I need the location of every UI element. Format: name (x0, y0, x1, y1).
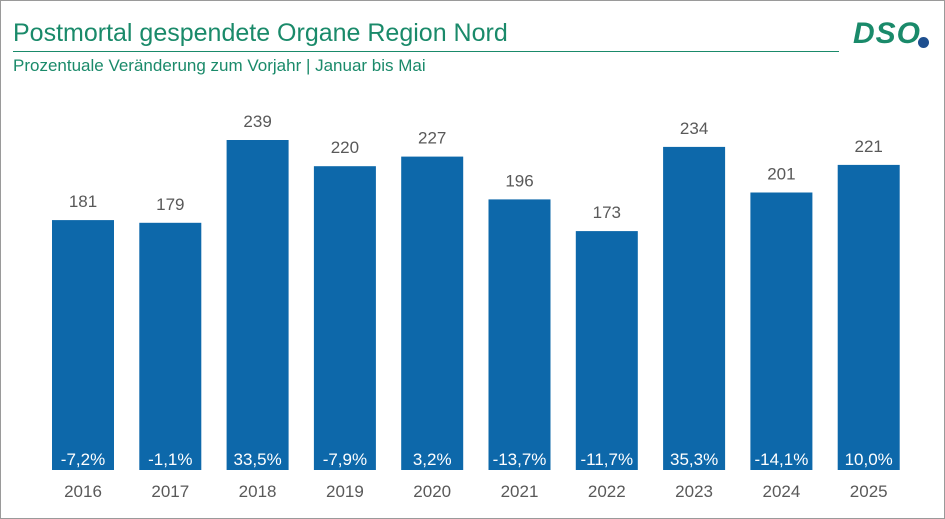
bar-2017 (139, 222, 202, 470)
x-tick-label-2025: 2025 (850, 482, 888, 501)
bar-2023 (663, 146, 726, 470)
x-tick-label-2023: 2023 (675, 482, 713, 501)
value-label-2022: 173 (593, 203, 621, 222)
change-label-2016: -7,2% (61, 450, 105, 469)
dso-logo: DSO (853, 17, 933, 55)
x-tick-label-2022: 2022 (588, 482, 626, 501)
x-tick-label-2019: 2019 (326, 482, 364, 501)
x-tick-label-2024: 2024 (762, 482, 800, 501)
bar-2021 (488, 199, 551, 470)
x-tick-label-2016: 2016 (64, 482, 102, 501)
value-label-2018: 239 (243, 112, 271, 131)
value-label-2017: 179 (156, 195, 184, 214)
change-label-2019: -7,9% (323, 450, 367, 469)
x-tick-label-2021: 2021 (501, 482, 539, 501)
bar-2024 (750, 192, 813, 470)
value-label-2016: 181 (69, 192, 97, 211)
change-label-2020: 3,2% (413, 450, 452, 469)
change-label-2017: -1,1% (148, 450, 192, 469)
x-tick-label-2017: 2017 (151, 482, 189, 501)
bar-2016 (52, 220, 114, 470)
logo-text: DSO (853, 17, 922, 50)
change-label-2023: 35,3% (670, 450, 718, 469)
chart-subtitle: Prozentuale Veränderung zum Vorjahr | Ja… (13, 56, 426, 75)
change-label-2021: -13,7% (493, 450, 547, 469)
x-tick-label-2020: 2020 (413, 482, 451, 501)
title-divider (13, 51, 839, 52)
value-label-2020: 227 (418, 129, 446, 148)
value-label-2023: 234 (680, 119, 708, 138)
change-label-2022: -11,7% (580, 450, 633, 469)
change-label-2025: 10,0% (845, 450, 893, 469)
value-label-2021: 196 (505, 171, 533, 190)
x-tick-label-2018: 2018 (239, 482, 277, 501)
value-label-2019: 220 (331, 138, 359, 157)
value-label-2024: 201 (767, 165, 795, 184)
value-label-2025: 221 (855, 137, 883, 156)
bar-2019 (313, 166, 376, 470)
change-label-2024: -14,1% (754, 450, 808, 469)
bar-2018 (226, 140, 289, 470)
change-label-2018: 33,5% (233, 450, 281, 469)
bar-2022 (575, 231, 638, 470)
bar-2025 (837, 164, 900, 470)
chart-title: Postmortal gespendete Organe Region Nord (13, 19, 508, 47)
bar-2020 (401, 156, 464, 470)
logo-dot-icon (918, 37, 929, 48)
